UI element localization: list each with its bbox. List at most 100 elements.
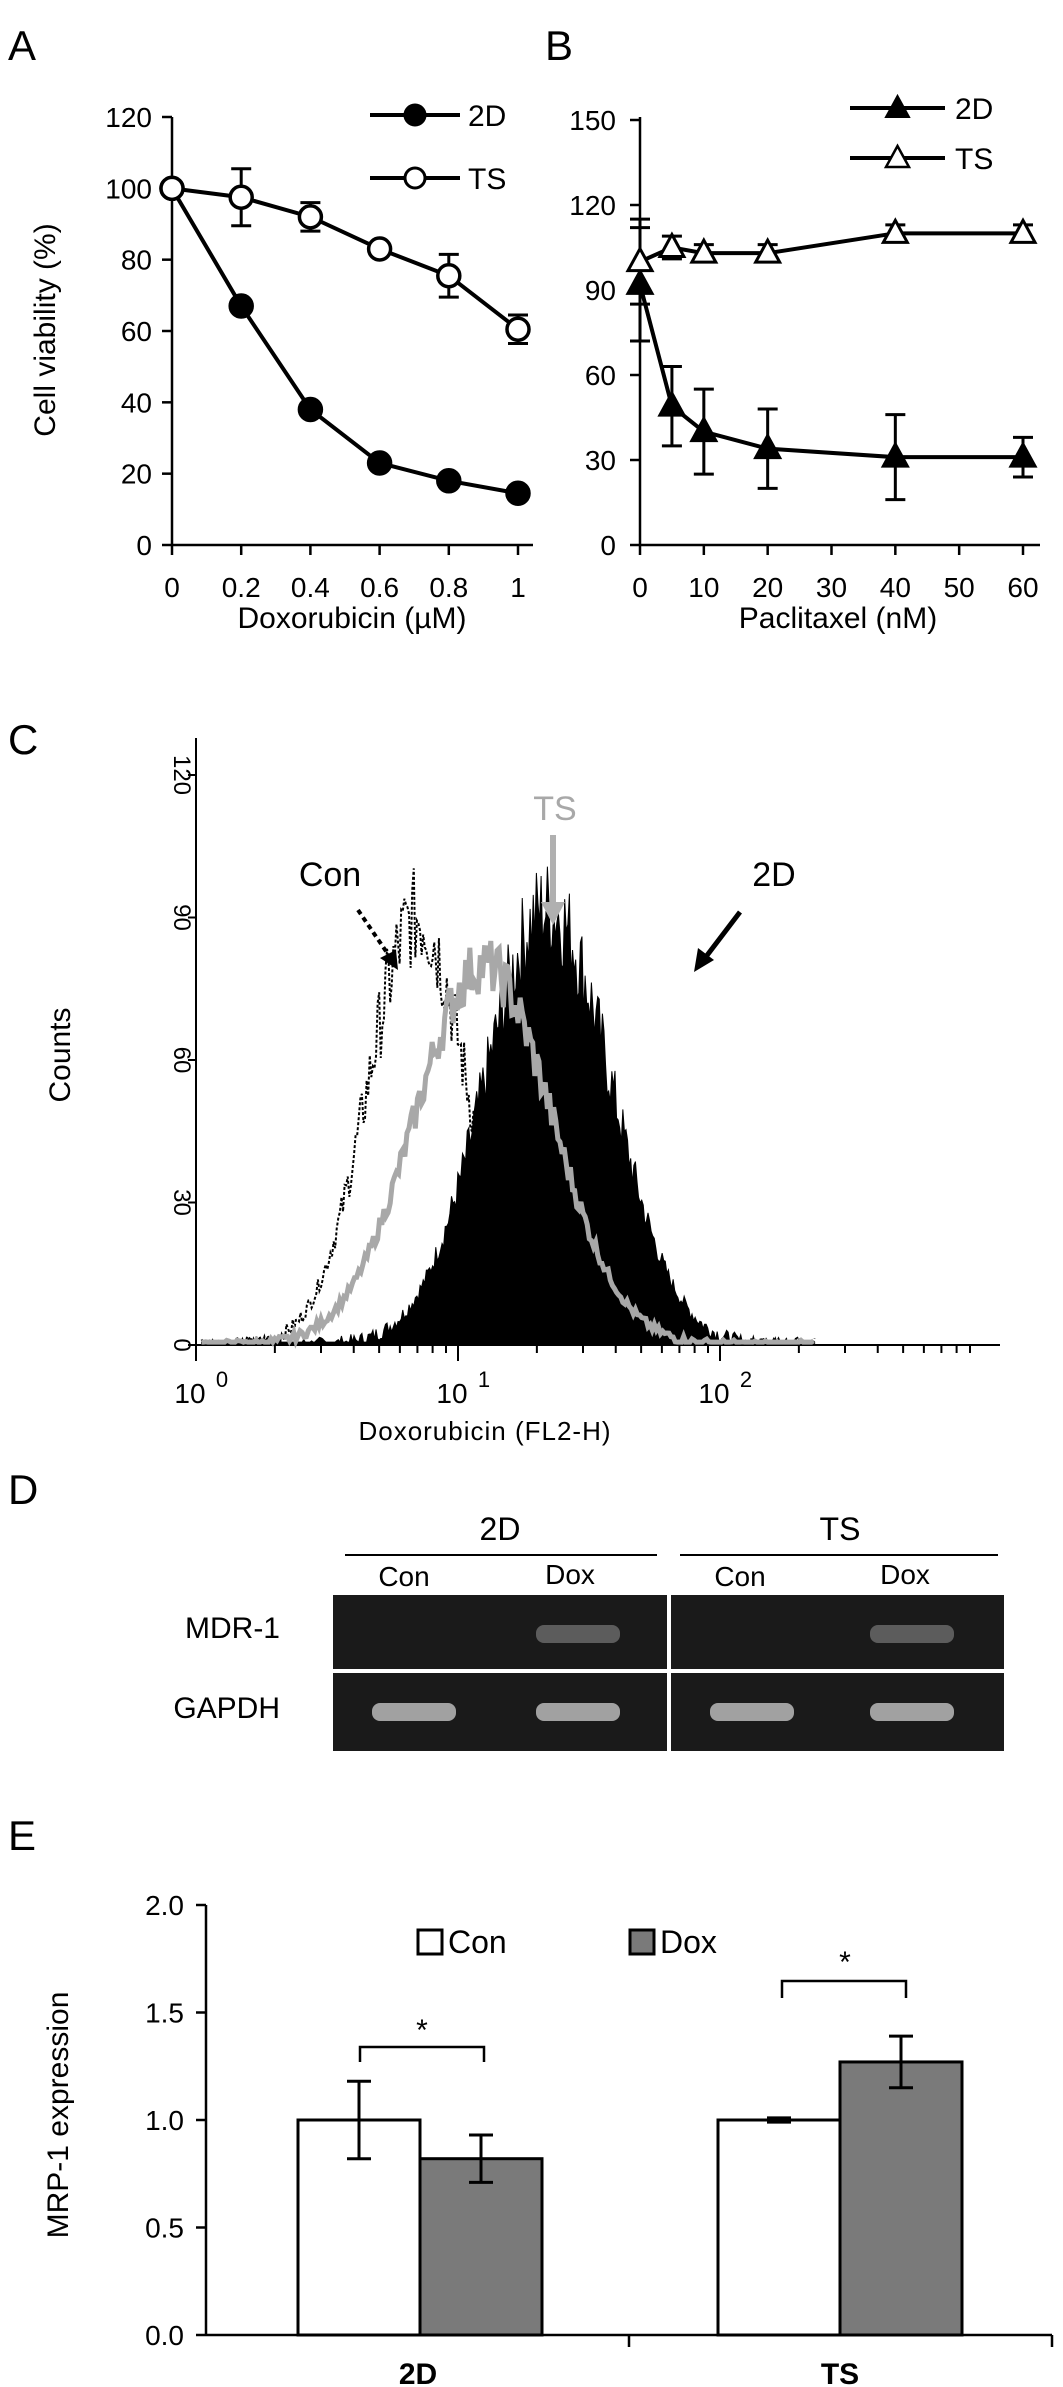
panel-b-point-ts <box>753 237 783 264</box>
panel-d-band-gapdh <box>710 1703 794 1721</box>
panel-a-legend: 2D TS <box>370 100 506 196</box>
panel-a-y-tick-label: 60 <box>121 316 152 347</box>
panel-c-annotation-2d: 2D <box>752 856 795 894</box>
panel-a-y-tick-label: 40 <box>121 387 152 418</box>
panel-c-x-tick-label: 10 <box>698 1378 729 1409</box>
panel-c-x-tick-exponent: 1 <box>478 1367 490 1392</box>
panel-e-y-tick-label: 2.0 <box>145 1890 184 1921</box>
panel-d-lane-label: Dox <box>545 1559 595 1590</box>
panel-b-x-tick-label: 0 <box>632 572 648 603</box>
panel-a-x-tick-label: 0.2 <box>222 572 261 603</box>
panel-c-y-axis-label: Counts <box>44 1007 77 1102</box>
panel-label-a: A <box>8 22 36 69</box>
panel-e-significance-bracket-2d <box>358 2045 486 2062</box>
panel-a-x-tick-label: 0 <box>164 572 180 603</box>
panel-c-x-tick-label: 10 <box>174 1378 205 1409</box>
panel-b-legend-marker-2d <box>884 93 911 118</box>
panel-e-bar-con <box>716 2118 842 2337</box>
panel-d-band-mdr-1 <box>536 1625 620 1643</box>
panel-d-gel: 2D TS Con Dox Con Dox MDR-1 GAPDH <box>173 1511 1004 1751</box>
panel-a-x-tick-label: 1 <box>510 572 526 603</box>
panel-c-histogram-2d <box>201 866 816 1346</box>
panel-e-category-ts: TS <box>821 2358 859 2387</box>
panel-b-x-tick-label: 30 <box>816 572 847 603</box>
panel-c-x-tick-exponent: 0 <box>216 1367 228 1392</box>
panel-b-y-tick-label: 30 <box>585 445 616 476</box>
panel-b-point-ts <box>657 231 687 258</box>
panel-a-point-2d <box>366 450 393 476</box>
panel-e-legend-con: Con <box>448 1924 507 1960</box>
panel-e-legend: Con Dox <box>416 1924 717 1960</box>
panel-b-point-ts <box>880 217 910 244</box>
panel-e-legend-swatch-dox <box>628 1928 656 1956</box>
panel-a-x-tick-label: 0.4 <box>291 572 330 603</box>
panel-d-band-gapdh <box>870 1703 954 1721</box>
panel-b-x-axis-label: Paclitaxel (nM) <box>739 602 937 635</box>
panel-c-arrowhead-con <box>380 950 398 970</box>
panel-b-x-tick-label: 10 <box>688 572 719 603</box>
panel-c-y-tick-label: 60 <box>168 1047 195 1074</box>
panel-b-y-tick-label: 90 <box>585 275 616 306</box>
panel-a-y-tick-label: 100 <box>105 173 152 204</box>
panel-e-y-tick-label: 1.5 <box>145 1998 184 2029</box>
panel-a-y-axis-label: Cell viability (%) <box>29 223 62 436</box>
panel-d-band-mdr-1 <box>870 1625 954 1643</box>
panel-c-y-tick-label: 120 <box>168 755 195 795</box>
panel-c-y-tick-label: 90 <box>168 904 195 931</box>
panel-b-point-2d <box>753 432 783 460</box>
panel-label-c: C <box>8 716 38 763</box>
panel-a-point-ts <box>366 236 393 262</box>
panel-e-legend-dox: Dox <box>660 1924 717 1960</box>
panel-b-point-ts <box>689 237 719 264</box>
panel-d-group-ts: TS <box>820 1511 861 1547</box>
panel-a-point-ts <box>436 262 462 289</box>
panel-c-arrowhead-2d <box>694 948 714 972</box>
panel-e-legend-swatch-con <box>416 1928 444 1956</box>
panel-c-arrowhead-ts <box>541 902 565 925</box>
panel-b-x-tick-label: 40 <box>880 572 911 603</box>
panel-c-arrow-con <box>356 908 394 962</box>
panel-e-y-axis-label: MRP-1 expression <box>42 1992 75 2239</box>
panel-a-point-2d <box>505 480 531 507</box>
panel-a-legend-2d: 2D <box>468 100 506 133</box>
panel-e-bar-dox <box>838 2060 964 2337</box>
panel-a-x-axis-label: Doxorubicin (µM) <box>238 602 467 635</box>
panel-c-y-tick-label: 0 <box>168 1338 195 1351</box>
panel-e-y-tick-label: 0.5 <box>145 2213 184 2244</box>
panel-c-y-tick-label: 30 <box>168 1189 195 1216</box>
panel-label-e: E <box>8 1812 36 1859</box>
panel-e-significance-ts: * <box>839 1946 851 1979</box>
panel-a-point-2d <box>228 293 254 319</box>
panel-a-y-tick-label: 20 <box>121 459 152 490</box>
panel-a-y-tick-label: 80 <box>121 245 152 276</box>
panel-c-histogram-ts <box>201 940 815 1349</box>
panel-b-legend-2d: 2D <box>955 93 993 126</box>
panel-label-d: D <box>8 1466 38 1513</box>
panel-e-category-2d: 2D <box>399 2358 437 2387</box>
panel-e-y-tick-label: 0.0 <box>145 2320 184 2351</box>
panel-b-y-tick-label: 120 <box>569 190 616 221</box>
panel-a-point-ts <box>159 175 185 202</box>
panel-a-line-chart: 0 20 40 60 80 100 120 0 0.2 0.4 0.6 0.8 1 Cell viab… <box>29 100 533 635</box>
panel-a-point-ts <box>505 316 531 342</box>
panel-b-point-2d <box>1008 441 1038 468</box>
panel-c-x-axis-label: Doxorubicin (FL2-H) <box>358 1416 611 1446</box>
panel-c-x-tick-exponent: 2 <box>740 1367 752 1392</box>
panel-a-legend-marker-2d <box>403 103 427 127</box>
panel-b-line-chart: 0 30 60 90 120 150 0 10 20 30 40 50 60 Paclitaxel (… <box>569 93 1040 635</box>
panel-c-annotation-ts: TS <box>533 790 576 828</box>
panel-b-x-tick-label: 60 <box>1007 572 1038 603</box>
panel-b-point-2d <box>689 415 719 443</box>
panel-b-y-tick-label: 150 <box>569 105 616 136</box>
panel-a-legend-ts: TS <box>468 163 506 196</box>
panel-d-band-gapdh <box>536 1703 620 1721</box>
panel-b-y-tick-label: 0 <box>600 530 616 561</box>
panel-label-b: B <box>545 22 573 69</box>
panel-d-row-label: MDR-1 <box>185 1612 280 1645</box>
panel-b-point-2d <box>880 441 910 468</box>
panel-a-legend-marker-ts <box>403 166 427 190</box>
panel-a-point-ts <box>297 204 324 230</box>
panel-c-histogram-con <box>200 868 816 1346</box>
panel-a-series-line-ts <box>171 186 520 331</box>
panel-c-x-tick-label: 10 <box>436 1378 467 1409</box>
